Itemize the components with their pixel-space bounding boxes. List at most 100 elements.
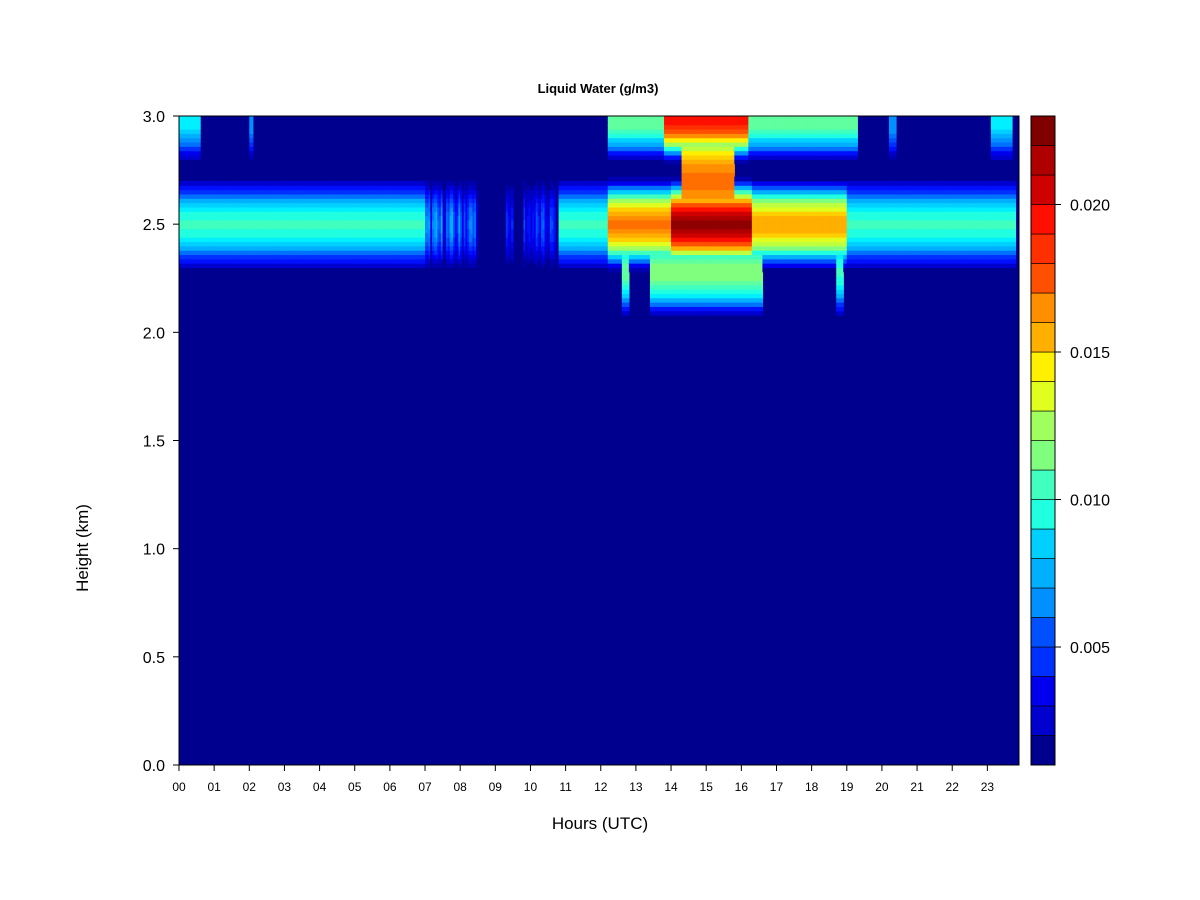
heatmap-cell <box>244 198 247 204</box>
heatmap-cell <box>180 245 184 251</box>
heatmap-cell <box>222 219 226 225</box>
heatmap-cell <box>201 263 205 269</box>
heatmap-cell <box>198 211 201 217</box>
heatmap-cell <box>242 206 245 212</box>
heatmap-cell <box>236 263 240 269</box>
heatmap-cell <box>210 219 213 225</box>
heatmap-cell <box>207 237 210 243</box>
heatmap-cell <box>254 215 257 221</box>
heatmap-cell <box>247 258 250 264</box>
heatmap-cell <box>553 263 556 269</box>
heatmap-cell <box>180 258 184 264</box>
heatmap-cell <box>187 141 191 147</box>
heatmap-cell <box>180 150 184 156</box>
heatmap-cell <box>205 258 208 264</box>
heatmap-cell <box>214 245 217 251</box>
heatmap-cell <box>179 146 182 152</box>
heatmap-cell <box>193 206 196 212</box>
heatmap-cell <box>179 133 182 139</box>
heatmap-cell <box>244 206 247 212</box>
heatmap-cell <box>187 258 191 264</box>
heatmap-cell <box>200 228 203 234</box>
heatmap-cell <box>210 215 213 221</box>
heatmap-cell <box>261 241 264 247</box>
heatmap-cell <box>229 228 233 234</box>
heatmap-cell <box>196 124 199 130</box>
heatmap-cell <box>265 224 268 230</box>
heatmap-cell <box>194 206 198 212</box>
heatmap-cell <box>184 198 187 204</box>
heatmap-cell <box>203 219 206 225</box>
heatmap-cell <box>212 245 215 251</box>
heatmap-cell <box>182 254 185 260</box>
heatmap-cell <box>238 202 242 208</box>
heatmap-cell <box>184 141 187 147</box>
heatmap-cell <box>475 237 479 243</box>
heatmap-cell <box>191 254 194 260</box>
heatmap-cell <box>217 245 221 251</box>
heatmap-cell <box>212 206 215 212</box>
heatmap-cell <box>212 189 215 195</box>
heatmap-cell <box>265 215 268 221</box>
heatmap-cell <box>523 263 526 269</box>
heatmap-cell <box>228 189 231 195</box>
heatmap-cell <box>261 180 264 186</box>
heatmap-cell <box>263 224 266 230</box>
heatmap-cell <box>194 263 198 269</box>
heatmap-cell <box>208 215 212 221</box>
heatmap-cell <box>249 202 252 208</box>
heatmap-cell <box>226 245 229 251</box>
heatmap-cell <box>224 219 228 225</box>
heatmap-cell <box>203 180 206 186</box>
heatmap-cell <box>198 202 201 208</box>
heatmap-cell <box>553 232 556 238</box>
heatmap-cell <box>184 133 187 139</box>
heatmap-cell <box>201 258 205 264</box>
heatmap-cell <box>233 206 236 212</box>
heatmap-cell <box>221 224 224 230</box>
heatmap-cell <box>215 202 219 208</box>
heatmap-cell <box>214 180 217 186</box>
heatmap-cell <box>189 137 192 143</box>
heatmap-cell <box>235 219 238 225</box>
heatmap-cell <box>240 189 243 195</box>
heatmap-cell <box>189 185 192 191</box>
heatmap-cell <box>215 245 219 251</box>
heatmap-cell <box>228 245 231 251</box>
heatmap-cell <box>200 258 203 264</box>
heatmap-cell <box>231 185 235 191</box>
heatmap-cell <box>553 185 556 191</box>
heatmap-cell <box>182 258 185 264</box>
heatmap-cell <box>200 245 203 251</box>
heatmap-cell <box>226 202 229 208</box>
heatmap-cell <box>228 263 231 269</box>
heatmap-cell <box>212 224 215 230</box>
heatmap-cell <box>627 297 630 303</box>
heatmap-cell <box>263 245 266 251</box>
heatmap-cell <box>242 202 245 208</box>
heatmap-cell <box>207 250 210 256</box>
heatmap-cell <box>217 193 221 199</box>
heatmap-cell <box>228 241 231 247</box>
heatmap-cell <box>507 263 510 269</box>
heatmap-cell <box>261 224 264 230</box>
heatmap-cell <box>229 185 233 191</box>
heatmap-cell <box>186 219 189 225</box>
heatmap-cell <box>198 254 201 260</box>
heatmap-cell <box>191 241 194 247</box>
heatmap-cell <box>266 250 270 256</box>
heatmap-cell <box>186 185 189 191</box>
heatmap-cell <box>259 224 263 230</box>
heatmap-cell <box>235 215 238 221</box>
heatmap-cell <box>196 224 199 230</box>
heatmap-cell <box>224 189 228 195</box>
heatmap-cell <box>200 185 203 191</box>
heatmap-cell <box>507 180 510 186</box>
heatmap-cell <box>205 193 208 199</box>
heatmap-cell <box>233 237 236 243</box>
heatmap-cell <box>251 202 254 208</box>
heatmap-cell <box>189 120 192 126</box>
heatmap-cell <box>179 154 182 160</box>
heatmap-cell <box>193 263 196 269</box>
